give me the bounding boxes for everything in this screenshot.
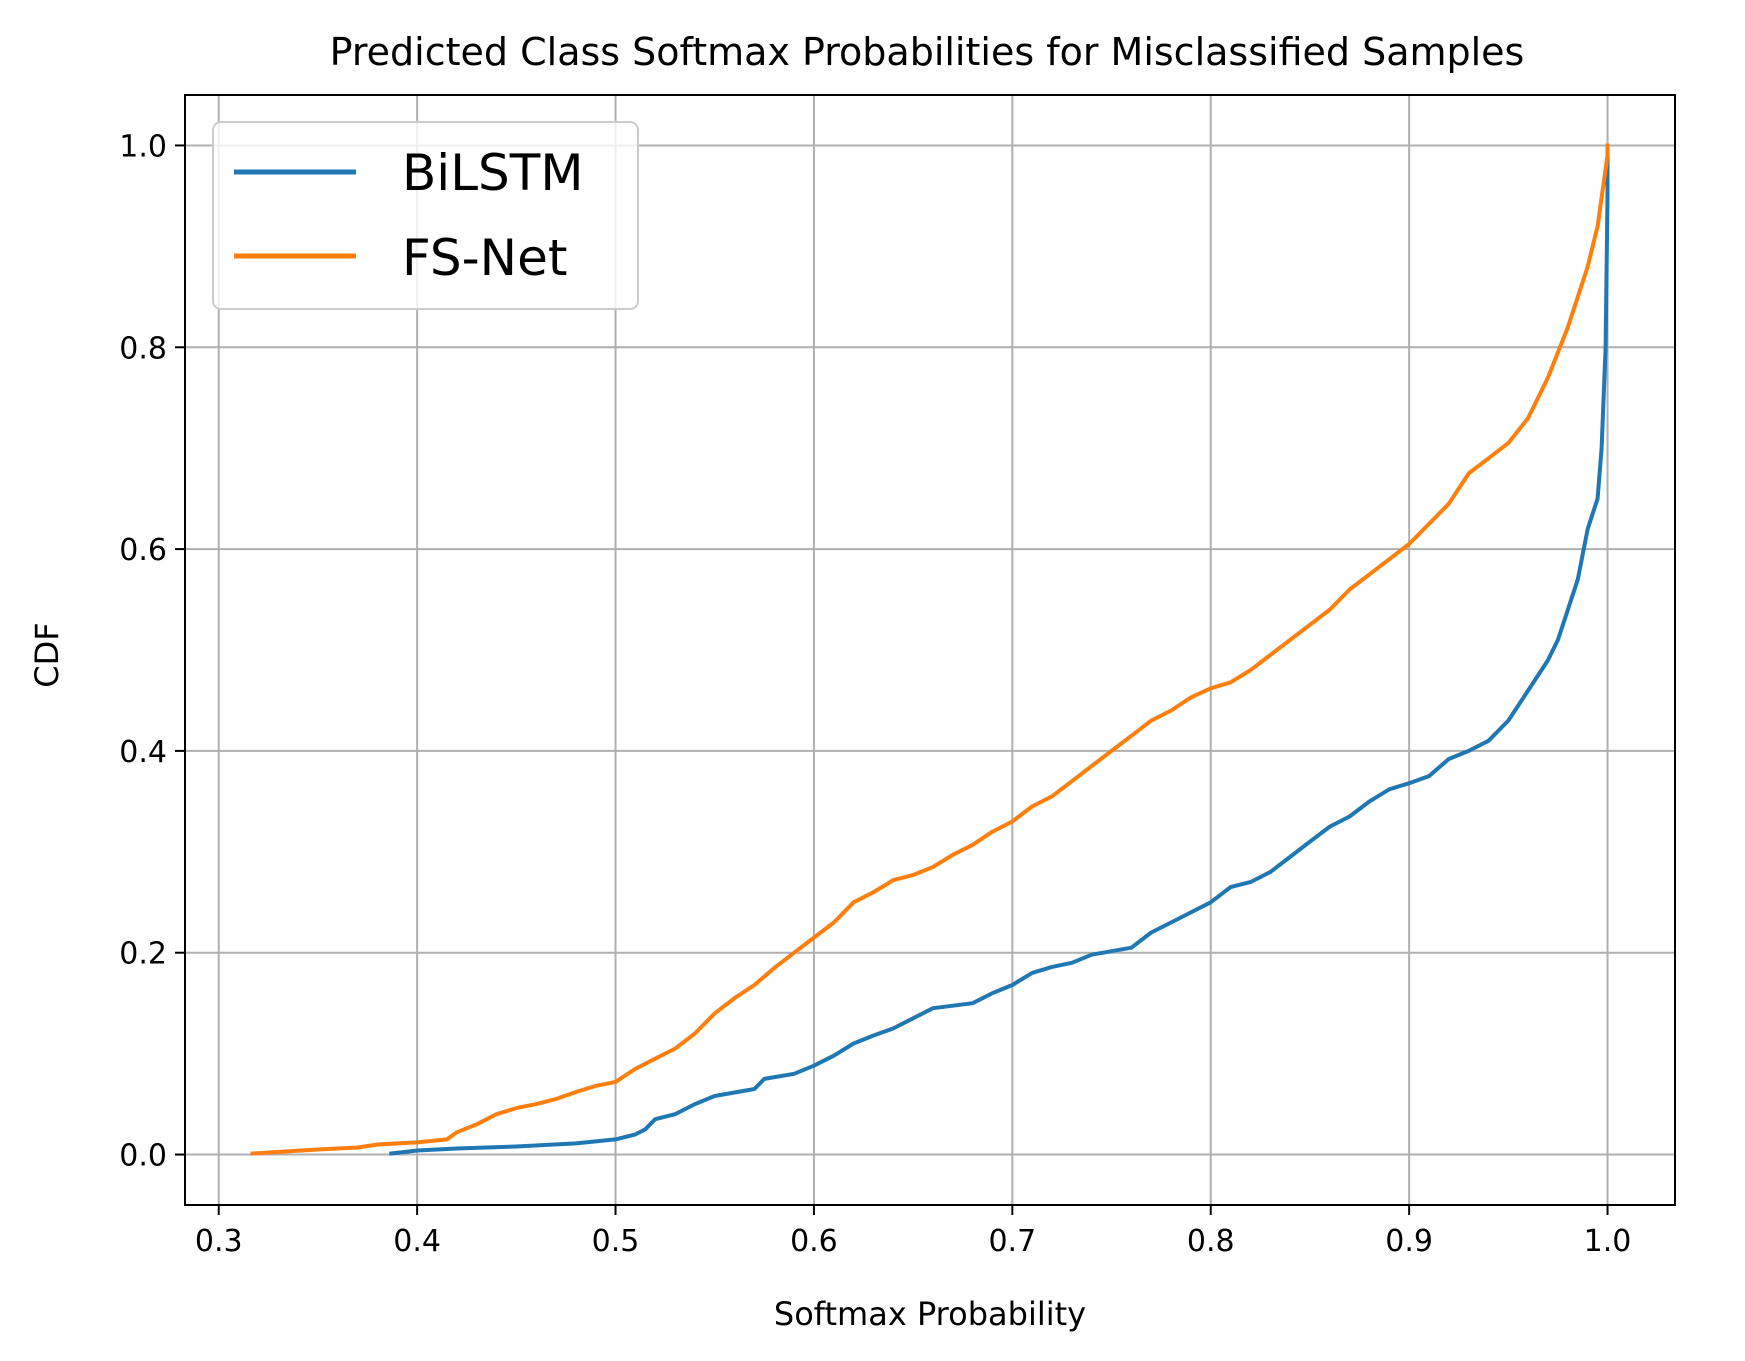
legend-label-fs-net: FS-Net <box>402 229 567 287</box>
x-tick-label: 0.6 <box>790 1224 838 1259</box>
x-tick-label: 0.4 <box>393 1224 441 1259</box>
x-tick-label: 0.3 <box>195 1224 243 1259</box>
y-tick-label: 1.0 <box>119 129 167 164</box>
y-tick-label: 0.2 <box>119 937 167 972</box>
series-line-bilstm <box>389 143 1610 1156</box>
y-axis-label: CDF <box>28 622 66 687</box>
legend-label-bilstm: BiLSTM <box>402 144 583 202</box>
x-tick-label: 1.0 <box>1584 1224 1632 1259</box>
x-tick-label: 0.8 <box>1187 1224 1235 1259</box>
y-tick-label: 0.0 <box>119 1139 167 1174</box>
legend: BiLSTM FS-Net <box>212 121 639 310</box>
x-tick-label: 0.5 <box>592 1224 640 1259</box>
y-tick-label: 0.4 <box>119 735 167 770</box>
x-axis: 0.3 0.4 0.5 0.6 0.7 0.8 0.9 1.0 <box>195 1205 1632 1259</box>
chart-title: Predicted Class Softmax Probabilities fo… <box>330 30 1525 74</box>
x-tick-label: 0.7 <box>988 1224 1036 1259</box>
series-layer <box>250 143 1610 1156</box>
y-tick-label: 0.8 <box>119 331 167 366</box>
series-line-fs-net <box>250 143 1610 1156</box>
y-axis: 0.0 0.2 0.4 0.6 0.8 1.0 <box>119 129 185 1174</box>
x-tick-label: 0.9 <box>1385 1224 1433 1259</box>
x-axis-label: Softmax Probability <box>774 1295 1086 1333</box>
plot-frame <box>184 94 1676 1206</box>
legend-box <box>212 121 639 310</box>
y-tick-label: 0.6 <box>119 533 167 568</box>
